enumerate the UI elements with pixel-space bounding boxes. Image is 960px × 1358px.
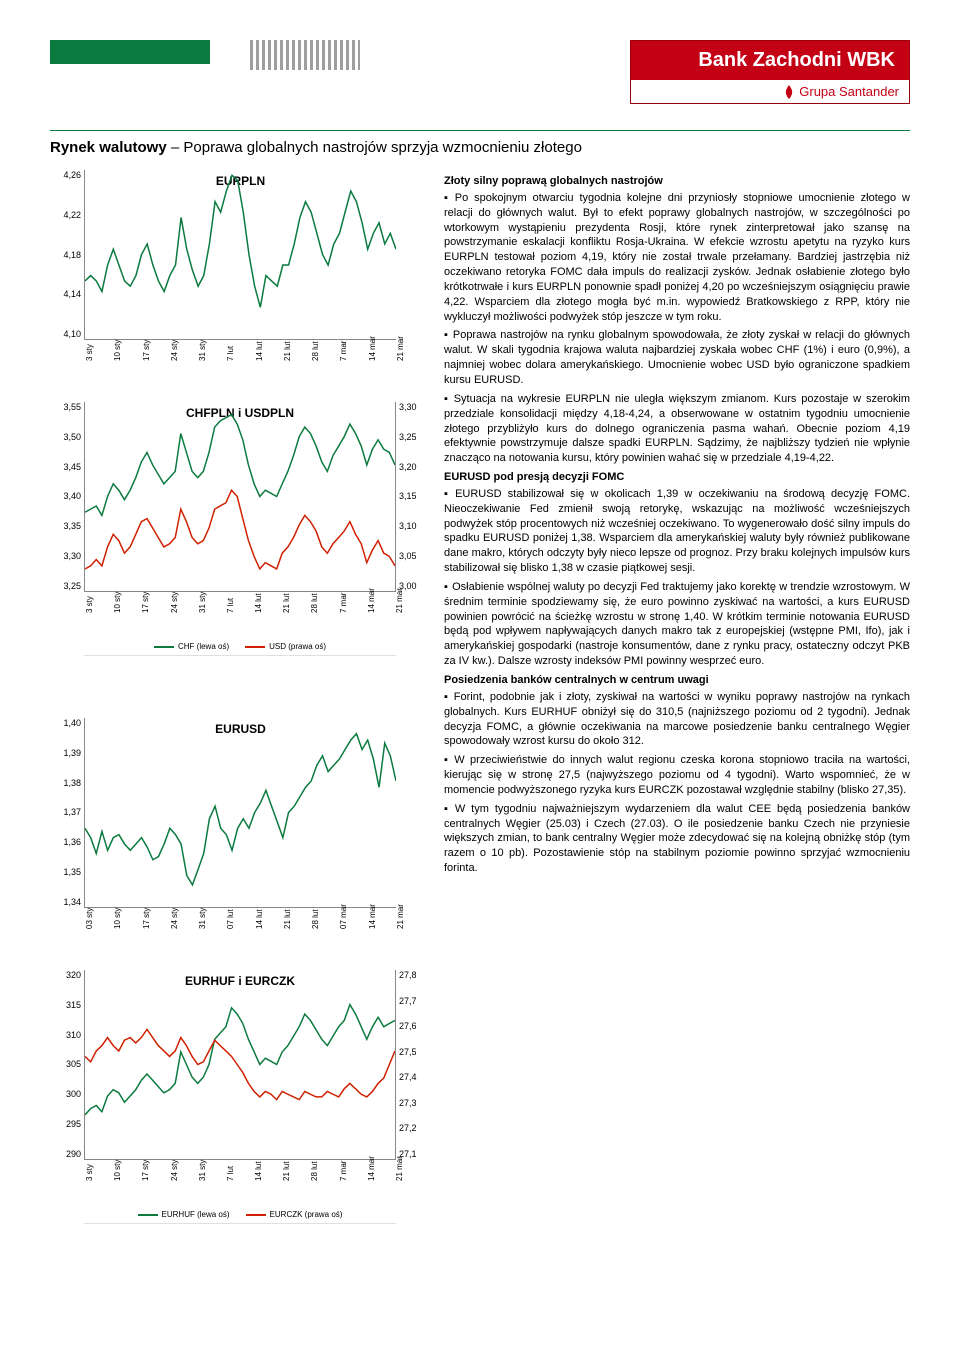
legend-item-huf: EURHUF (lewa oś) [138,1210,230,1219]
para-4: EURUSD stabilizował się w okolicach 1,39… [444,487,910,576]
bank-logo: Bank Zachodni WBK Grupa Santander [630,40,910,104]
chart-hufczk-wrap: EURHUF i EURCZK 320315310305300295290 27… [50,970,430,1272]
section-title-rest: – Poprawa globalnych nastrojów sprzyja w… [167,139,582,156]
legend-chfusd: CHF (lewa oś) USD (prawa oś) [84,642,396,656]
page-header: Bank Zachodni WBK Grupa Santander [50,40,910,120]
subhead-3: Posiedzenia banków centralnych w centrum… [444,673,910,688]
legend-hufczk: EURHUF (lewa oś) EURCZK (prawa oś) [84,1210,396,1224]
chart-eurusd: EURUSD 1,401,391,381,371,361,351,34 03 s… [84,718,396,908]
group-name: Grupa Santander [631,80,909,103]
legend-item-czk: EURCZK (prawa oś) [246,1210,343,1219]
y-ticks-usd: 3,303,253,203,153,103,053,00 [399,402,427,591]
divider [50,130,910,131]
header-green-block [50,40,210,64]
x-ticks-eurpln: 3 sty10 sty17 sty24 sty31 sty7 lut14 lut… [85,343,396,385]
section-title: Rynek walutowy – Poprawa globalnych nast… [50,139,910,156]
y-ticks-chf: 3,553,503,453,403,353,303,25 [53,402,81,591]
chart-chfusd: CHFPLN i USDPLN 3,553,503,453,403,353,30… [84,402,396,592]
subhead-2: EURUSD pod presją decyzji FOMC [444,470,910,485]
chart-eurpln: EURPLN 4,264,224,184,144,10 3 sty10 sty1… [84,170,396,340]
para-3: Sytuacja na wykresie EURPLN nie uległa w… [444,392,910,466]
chart-chfusd-wrap: CHFPLN i USDPLN 3,553,503,453,403,353,30… [50,402,430,704]
para-6: Forint, podobnie jak i złoty, zyskiwał n… [444,690,910,749]
bank-name: Bank Zachodni WBK [631,41,909,80]
para-2: Poprawa nastrojów na rynku globalnym spo… [444,328,910,387]
para-8: W tym tygodniu najważniejszym wydarzenie… [444,802,910,876]
x-ticks-hufczk: 3 sty10 sty17 sty24 sty31 sty7 lut14 lut… [85,1163,395,1205]
charts-column: EURPLN 4,264,224,184,144,10 3 sty10 sty1… [50,170,430,1272]
para-5: Osłabienie wspólnej waluty po decyzji Fe… [444,580,910,669]
flame-icon [783,85,795,99]
subhead-1: Złoty silny poprawą globalnych nastrojów [444,174,910,189]
legend-item-usd: USD (prawa oś) [245,642,326,651]
chart-eurpln-wrap: EURPLN 4,264,224,184,144,10 3 sty10 sty1… [50,170,430,388]
y-ticks-czk: 27,827,727,627,527,427,327,227,1 [399,970,427,1159]
chart-eurusd-wrap: EURUSD 1,401,391,381,371,361,351,34 03 s… [50,718,430,956]
section-title-bold: Rynek walutowy [50,139,167,156]
y-ticks-eurpln: 4,264,224,184,144,10 [53,170,81,339]
para-1: Po spokojnym otwarciu tygodnia kolejne d… [444,191,910,325]
text-column: Złoty silny poprawą globalnych nastrojów… [444,170,910,1272]
para-7: W przeciwieństwie do innych walut region… [444,753,910,798]
legend-item-chf: CHF (lewa oś) [154,642,229,651]
y-ticks-huf: 320315310305300295290 [53,970,81,1159]
x-ticks-chfusd: 3 sty10 sty17 sty24 sty31 sty7 lut14 lut… [85,595,395,637]
x-ticks-eurusd: 03 sty10 sty17 sty24 sty31 sty07 lut14 l… [85,911,396,953]
header-stripes [250,40,360,70]
y-ticks-eurusd: 1,401,391,381,371,361,351,34 [53,718,81,907]
chart-hufczk: EURHUF i EURCZK 320315310305300295290 27… [84,970,396,1160]
